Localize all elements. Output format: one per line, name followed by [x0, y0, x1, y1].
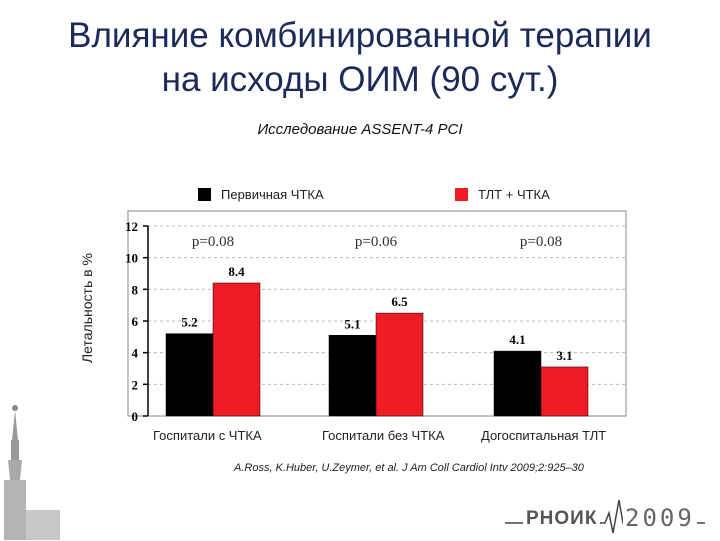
logo-year: 2009	[623, 504, 697, 532]
slide-title: Влияние комбинированной терапии на исход…	[0, 14, 720, 102]
bar-value-label: 8.4	[228, 264, 245, 279]
legend-label-tlt-pci: ТЛТ + ЧТКА	[478, 187, 550, 202]
bar-primary-pci	[328, 335, 377, 417]
p-value-label: p=0.08	[520, 234, 562, 250]
category-label-2: Госпитали без ЧТКА	[322, 428, 445, 443]
bar-tlt-pci	[212, 282, 261, 417]
y-tick-label: 2	[132, 377, 139, 392]
category-label-3: Догоспитальная ТЛТ	[481, 428, 607, 443]
bar-value-label: 3.1	[556, 348, 572, 363]
legend-label-primary-pci: Первичная ЧТКА	[221, 187, 324, 202]
legend-swatch-black	[198, 188, 211, 201]
chart-subtitle: Исследование ASSENT-4 PCI	[257, 121, 463, 138]
title-line-1: Влияние комбинированной терапии	[68, 16, 652, 55]
bar-tlt-pci	[540, 366, 589, 417]
category-label-1: Госпитали с ЧТКА	[153, 428, 262, 443]
y-tick-label: 12	[125, 219, 138, 234]
bar-tlt-pci	[375, 312, 424, 417]
y-tick-label: 6	[132, 314, 139, 329]
y-tick-label: 0	[132, 409, 139, 424]
p-value-label: p=0.06	[355, 234, 398, 250]
p-value-label: p=0.08	[192, 234, 234, 250]
y-tick-label: 4	[132, 346, 139, 361]
bar-value-label: 5.2	[181, 315, 197, 330]
kremlin-tower-icon	[4, 405, 60, 540]
y-tick-label: 8	[132, 282, 139, 297]
bar-primary-pci	[165, 333, 214, 417]
legend-item-tlt-pci: ТЛТ + ЧТКА	[455, 187, 550, 202]
bar-value-label: 4.1	[509, 332, 525, 347]
rnoik-logo: РНОИК 2009	[505, 498, 705, 541]
legend-swatch-red	[455, 188, 468, 201]
legend-item-primary-pci: Первичная ЧТКА	[198, 187, 324, 202]
logo-text: РНОИК	[523, 508, 601, 530]
bar-primary-pci	[493, 350, 542, 417]
bar-value-label: 6.5	[391, 294, 408, 309]
bar-value-label: 5.1	[344, 316, 360, 331]
y-tick-label: 10	[125, 251, 138, 266]
title-line-2: на исходы ОИМ (90 сут.)	[161, 60, 559, 99]
citation: A.Ross, K.Huber, U.Zeymer, et al. J Am C…	[234, 462, 584, 474]
